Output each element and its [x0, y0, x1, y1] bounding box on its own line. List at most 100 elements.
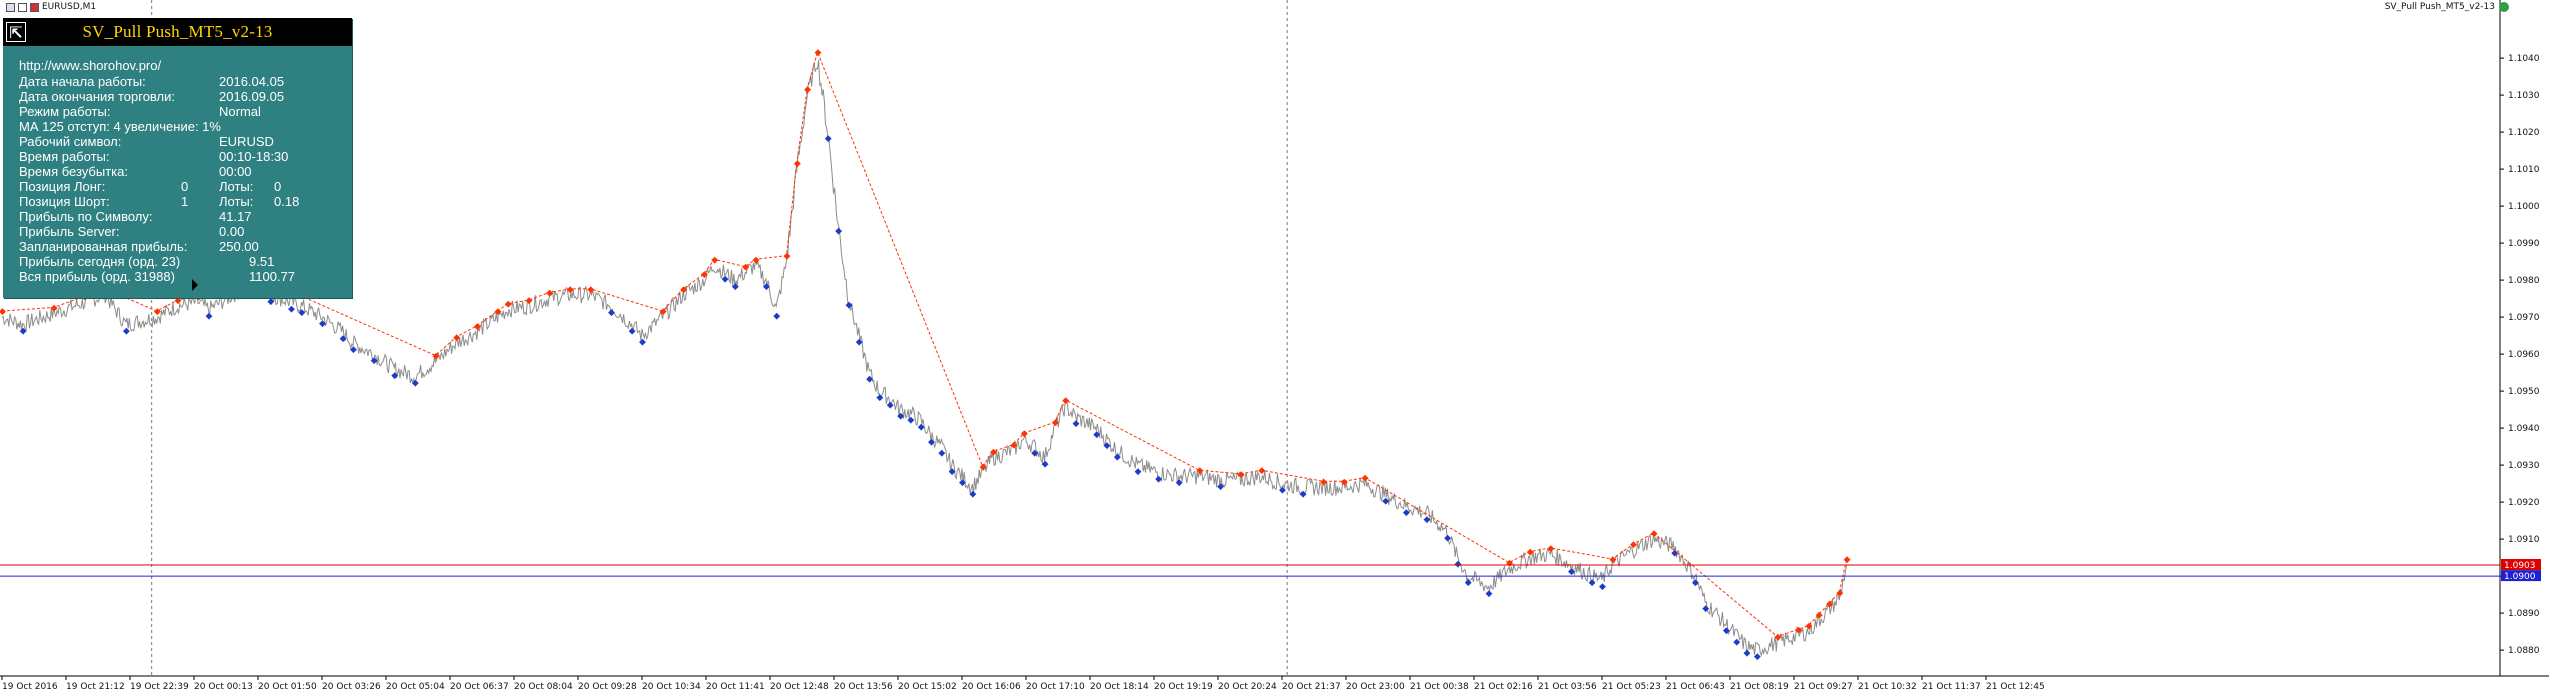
sell-marker: ◆ — [587, 285, 594, 295]
buy-marker: ◆ — [1300, 489, 1307, 499]
buy-marker: ◆ — [959, 478, 966, 488]
buy-marker: ◆ — [969, 489, 976, 499]
sell-marker: ◆ — [1506, 559, 1513, 569]
price-tick-label: 1.0930 — [2508, 461, 2540, 471]
buy-marker: ◆ — [629, 327, 636, 337]
buy-marker: ◆ — [1155, 475, 1162, 485]
price-level-tag — [2501, 570, 2541, 582]
sell-marker: ◆ — [1844, 555, 1851, 565]
sell-marker: ◆ — [1795, 625, 1802, 635]
time-tick-label: 20 Oct 19:19 — [1154, 682, 1213, 692]
mouse-cursor-icon — [192, 279, 198, 291]
panel-body: http://www.shorohov.pro/ Дата начала раб… — [19, 58, 349, 284]
website-link[interactable]: http://www.shorohov.pro/ — [19, 58, 349, 73]
buy-marker: ◆ — [1403, 508, 1410, 518]
buy-marker: ◆ — [391, 371, 398, 381]
buy-marker: ◆ — [732, 282, 739, 292]
buy-marker: ◆ — [1382, 497, 1389, 507]
info-row: Прибыль сегодня (орд. 23) 9.51 — [19, 254, 349, 269]
sell-marker: ◆ — [567, 285, 574, 295]
chart-symbol-title: EURUSD,M1 — [6, 2, 96, 12]
sell-marker: ◆ — [1052, 418, 1059, 428]
collapse-arrow-button[interactable]: ⇱ — [6, 22, 26, 42]
time-tick-label: 19 Oct 22:39 — [130, 682, 189, 692]
position-count: 0 — [181, 179, 189, 194]
info-row: Прибыль по Символу: 41.17 — [19, 209, 349, 224]
info-row: Время безубытка: 00:00 — [19, 164, 349, 179]
buy-marker: ◆ — [267, 297, 274, 307]
time-tick-label: 20 Oct 00:13 — [194, 682, 253, 692]
buy-marker: ◆ — [350, 345, 357, 355]
buy-marker: ◆ — [412, 378, 419, 388]
price-tick-label: 1.1000 — [2508, 202, 2540, 212]
expert-advisor-title: SV_Pull Push_MT5_v2-13 — [2385, 2, 2509, 12]
time-tick-label: 20 Oct 20:24 — [1218, 682, 1277, 692]
sell-marker: ◆ — [1609, 555, 1616, 565]
price-level-tag — [2501, 559, 2541, 570]
sell-marker: ◆ — [174, 296, 181, 306]
buy-marker: ◆ — [20, 327, 27, 337]
price-tick-label: 1.1030 — [2508, 91, 2540, 101]
sell-marker: ◆ — [546, 289, 553, 299]
buy-marker: ◆ — [319, 319, 326, 329]
sell-marker: ◆ — [1320, 477, 1327, 487]
sell-marker: ◆ — [990, 448, 997, 458]
menu-icon[interactable] — [30, 2, 39, 12]
buy-marker: ◆ — [1485, 589, 1492, 599]
row-label: Прибыль сегодня (орд. 23) — [19, 254, 181, 269]
info-row: Запланированная прибыль: 250.00 — [19, 239, 349, 254]
time-tick-label: 21 Oct 09:27 — [1794, 682, 1853, 692]
time-tick-label: 20 Oct 12:48 — [770, 682, 829, 692]
chart-icon[interactable] — [6, 2, 15, 12]
ea-active-icon[interactable] — [2499, 2, 2509, 12]
buy-marker: ◆ — [1568, 567, 1575, 577]
buy-marker: ◆ — [722, 275, 729, 285]
row-value: 41.17 — [219, 209, 252, 224]
url-text[interactable]: http://www.shorohov.pro/ — [19, 58, 162, 73]
sell-marker: ◆ — [980, 463, 987, 473]
row-label: Позиция Лонг: — [19, 179, 106, 194]
sell-marker: ◆ — [1258, 466, 1265, 476]
row-value: 00:00 — [219, 164, 252, 179]
row-value: 250.00 — [219, 239, 259, 254]
buy-marker: ◆ — [1733, 637, 1740, 647]
sell-marker: ◆ — [51, 303, 58, 313]
row-label: Запланированная прибыль: — [19, 239, 188, 254]
sell-marker: ◆ — [660, 307, 667, 317]
sell-marker: ◆ — [474, 322, 481, 332]
buy-marker: ◆ — [918, 423, 925, 433]
sell-marker: ◆ — [505, 300, 512, 310]
time-tick-label: 20 Oct 23:00 — [1346, 682, 1405, 692]
sell-marker: ◆ — [680, 285, 687, 295]
buy-marker: ◆ — [1424, 515, 1431, 525]
info-row: Время работы: 00:10-18:30 — [19, 149, 349, 164]
row-label: Прибыль по Символу: — [19, 209, 153, 224]
time-tick-label: 20 Oct 09:28 — [578, 682, 637, 692]
price-tick-label: 1.0970 — [2508, 313, 2540, 323]
buy-marker: ◆ — [938, 449, 945, 459]
ea-label: SV_Pull Push_MT5_v2-13 — [2384, 2, 2495, 12]
time-tick-label: 20 Oct 16:06 — [962, 682, 1021, 692]
time-tick-label: 21 Oct 03:56 — [1538, 682, 1597, 692]
buy-marker: ◆ — [1671, 549, 1678, 559]
buy-marker: ◆ — [845, 301, 852, 311]
panel-title: SV_Pull Push_MT5_v2-13 — [82, 22, 273, 41]
sell-marker: ◆ — [1630, 540, 1637, 550]
sell-marker: ◆ — [794, 159, 801, 169]
sell-marker: ◆ — [1196, 466, 1203, 476]
row-label: Время безубытка: — [19, 164, 128, 179]
time-tick-label: 19 Oct 2016 — [2, 682, 58, 692]
buy-marker: ◆ — [856, 338, 863, 348]
bar-icon[interactable] — [18, 2, 27, 12]
ea-info-panel: ⇱ SV_Pull Push_MT5_v2-13 http://www.shor… — [3, 18, 352, 298]
buy-marker: ◆ — [1702, 604, 1709, 614]
panel-header: ⇱ SV_Pull Push_MT5_v2-13 — [3, 18, 352, 46]
buy-marker: ◆ — [1104, 441, 1111, 451]
time-tick-label: 21 Oct 08:19 — [1730, 682, 1789, 692]
sell-marker: ◆ — [494, 307, 501, 317]
buy-marker: ◆ — [1692, 578, 1699, 588]
buy-marker: ◆ — [205, 312, 212, 322]
row-label: Дата начала работы: — [19, 74, 146, 89]
sell-marker: ◆ — [525, 296, 532, 306]
